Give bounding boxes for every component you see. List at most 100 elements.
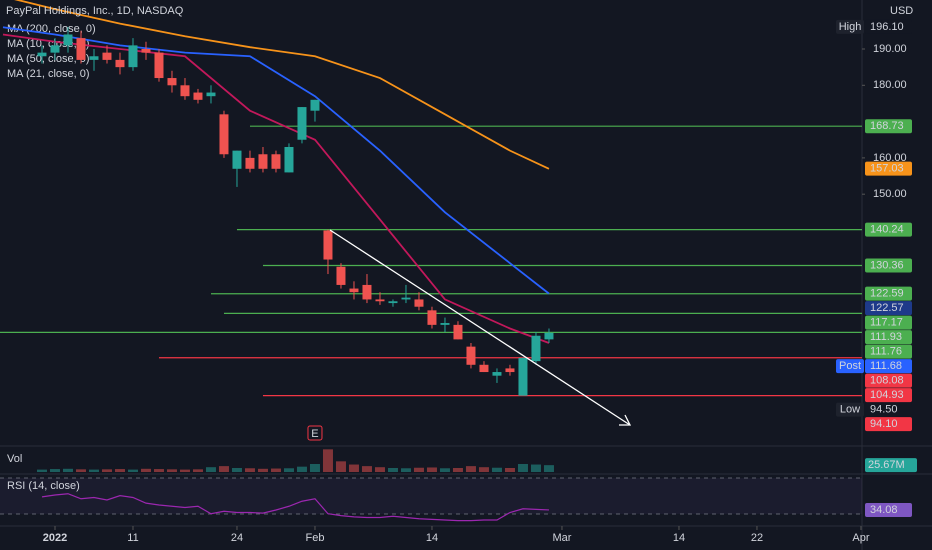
candle-body [219, 114, 229, 155]
price-badge-label: 130.36 [870, 259, 904, 271]
x-tick-label: Apr [852, 532, 869, 544]
candle-body [297, 107, 307, 140]
price-badge-label: 122.59 [870, 288, 904, 300]
price-badge [865, 330, 912, 345]
candle-body [427, 310, 437, 325]
candle-body [453, 324, 463, 340]
volume-bar [309, 464, 320, 472]
x-tick-label: 11 [127, 532, 138, 544]
candle-body [466, 346, 476, 365]
currency: USD [890, 5, 913, 17]
candle-body [518, 357, 528, 396]
candle-body [63, 34, 73, 46]
candle-body [167, 78, 177, 86]
volume-bar [517, 464, 528, 472]
volume-bar [114, 469, 125, 472]
price-badge-label: 168.73 [870, 120, 904, 132]
volume-bar [283, 468, 294, 472]
candle-body [245, 157, 255, 169]
candle-body [128, 45, 138, 68]
price-tag [836, 402, 864, 417]
price-badge-label: 111.76 [870, 346, 902, 358]
candle-body [206, 92, 216, 97]
candle-body [492, 372, 502, 376]
volume-bar [270, 468, 281, 472]
rsi-badge-label: 34.08 [870, 504, 898, 516]
price-badge [865, 417, 912, 432]
candle-body [479, 364, 489, 373]
price-badge [865, 388, 912, 403]
volume-badge [865, 458, 917, 473]
candle-body [115, 59, 125, 68]
price-badge [865, 402, 912, 417]
candle-body [193, 92, 203, 100]
price-badge [865, 286, 912, 301]
volume-bar [374, 467, 385, 472]
volume-bar [504, 468, 515, 472]
volume-badge-label: 25.67M [868, 459, 905, 471]
chart-title: PayPal Holdings, Inc., 1D, NASDAQ [6, 5, 184, 17]
volume-bar [439, 468, 450, 472]
y-tick-label: 190.00 [873, 43, 907, 55]
price-tag-label: High [839, 21, 862, 33]
candle-body [336, 266, 346, 285]
candle-body [258, 154, 268, 169]
volume-bar [530, 464, 541, 472]
ma-line [2, 26, 550, 295]
price-badge-label: 140.24 [870, 224, 904, 236]
volume-bar [62, 468, 73, 472]
price-tag [836, 19, 864, 34]
earnings-box [307, 425, 323, 441]
volume-bar [231, 468, 242, 472]
rsi-band [0, 478, 862, 514]
volume-bar [218, 466, 229, 472]
x-tick-label: 14 [426, 532, 438, 544]
price-badge-label: 94.10 [870, 418, 898, 430]
volume-bar [192, 469, 203, 472]
volume-bar [478, 467, 489, 472]
price-badge-label: 122.57 [870, 302, 904, 314]
volume-bar [491, 467, 502, 472]
x-tick-label: Feb [305, 532, 324, 544]
volume-bar [335, 461, 346, 472]
price-badge-label: 111.68 [870, 360, 902, 372]
price-badge [865, 373, 912, 388]
candle-body [271, 154, 281, 169]
candle-body [310, 99, 320, 111]
candle-body [284, 147, 294, 173]
price-tag [836, 359, 864, 374]
earnings-label: E [311, 428, 318, 440]
price-badge [865, 258, 912, 273]
candle-body [50, 45, 60, 53]
price-badge [865, 301, 912, 316]
candle-body [232, 150, 242, 169]
price-badge-label: 111.93 [870, 331, 902, 343]
ma-line [14, 0, 550, 170]
volume-bar [88, 469, 99, 472]
rsi-label: RSI (14, close) [7, 480, 80, 492]
volume-bar [153, 469, 164, 472]
volume-bar [257, 468, 268, 472]
price-badge [865, 222, 912, 237]
volume-bar [426, 467, 437, 472]
volume-bar [244, 468, 255, 472]
candle-body [388, 301, 398, 304]
volume-bar [101, 469, 112, 472]
price-badge [865, 359, 912, 374]
candle-body [180, 85, 190, 97]
price-badge [865, 119, 912, 134]
arrow-head [619, 414, 632, 426]
volume-bar [348, 464, 359, 472]
volume-bar [543, 465, 554, 472]
volume-bar [127, 469, 138, 472]
plot: 2022 11 24 Feb 14 Mar 14 22 Apr 190.00 180.00 160.0… [0, 0, 917, 544]
volume-bar [166, 469, 177, 472]
volume-bar [49, 469, 60, 472]
candle-body [323, 230, 333, 260]
price-tag-label: Post [839, 360, 861, 372]
candle-body [531, 335, 541, 362]
candle-body [414, 299, 424, 307]
candle-body [505, 368, 515, 373]
